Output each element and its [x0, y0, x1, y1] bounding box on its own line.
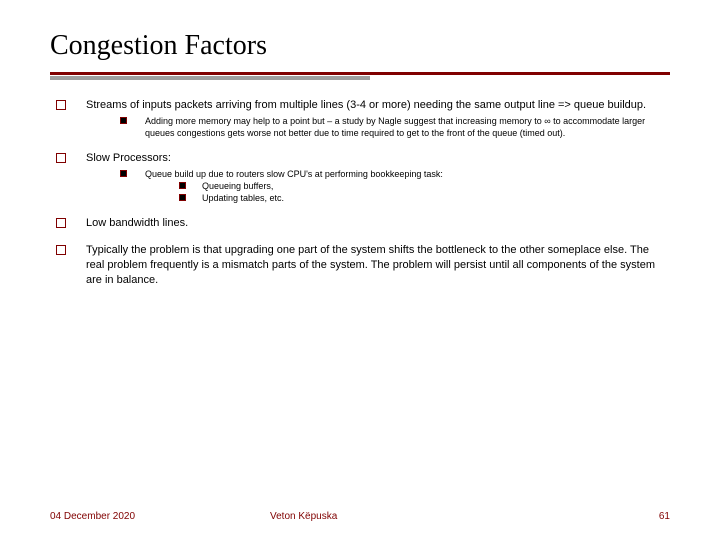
subbullet-memory: Adding more memory may help to a point b… — [114, 115, 670, 139]
bullet-streams: Streams of inputs packets arriving from … — [50, 98, 670, 139]
square-open-small-icon — [179, 182, 186, 189]
square-open-icon — [56, 218, 66, 228]
footer-date: 04 December 2020 — [50, 511, 135, 522]
subsub-updating-tables: Updating tables, etc. — [173, 192, 670, 204]
subbullet-text: Adding more memory may help to a point b… — [145, 115, 670, 139]
square-open-icon — [56, 153, 66, 163]
square-open-small-icon — [179, 194, 186, 201]
underline-red — [50, 72, 670, 75]
subsub-text: Queueing buffers, — [202, 180, 670, 192]
title-underline — [50, 72, 670, 80]
footer-author: Veton Këpuska — [270, 511, 337, 522]
subbullet-text: Queue build up due to routers slow CPU's… — [145, 169, 443, 179]
subbullet-queue-buildup: Queue build up due to routers slow CPU's… — [114, 168, 670, 204]
square-open-icon — [56, 245, 66, 255]
square-open-icon — [56, 100, 66, 110]
slide-footer: 04 December 2020 Veton Këpuska 61 — [50, 511, 670, 522]
bullet-text: Streams of inputs packets arriving from … — [86, 99, 646, 111]
square-filled-icon — [120, 117, 127, 124]
bullet-text: Slow Processors: — [86, 152, 171, 164]
bullet-text: Low bandwidth lines. — [86, 216, 670, 231]
slide-title: Congestion Factors — [50, 30, 670, 62]
slide-body: Streams of inputs packets arriving from … — [50, 98, 670, 288]
footer-page-number: 61 — [659, 511, 670, 522]
bullet-low-bandwidth: Low bandwidth lines. — [50, 216, 670, 231]
underline-grey — [50, 76, 370, 80]
subsub-text: Updating tables, etc. — [202, 192, 670, 204]
subsub-queueing-buffers: Queueing buffers, — [173, 180, 670, 192]
bullet-typically: Typically the problem is that upgrading … — [50, 243, 670, 288]
bullet-slow-processors: Slow Processors: Queue build up due to r… — [50, 151, 670, 204]
bullet-text: Typically the problem is that upgrading … — [86, 243, 670, 288]
slide: Congestion Factors Streams of inputs pac… — [0, 0, 720, 540]
square-filled-icon — [120, 170, 127, 177]
